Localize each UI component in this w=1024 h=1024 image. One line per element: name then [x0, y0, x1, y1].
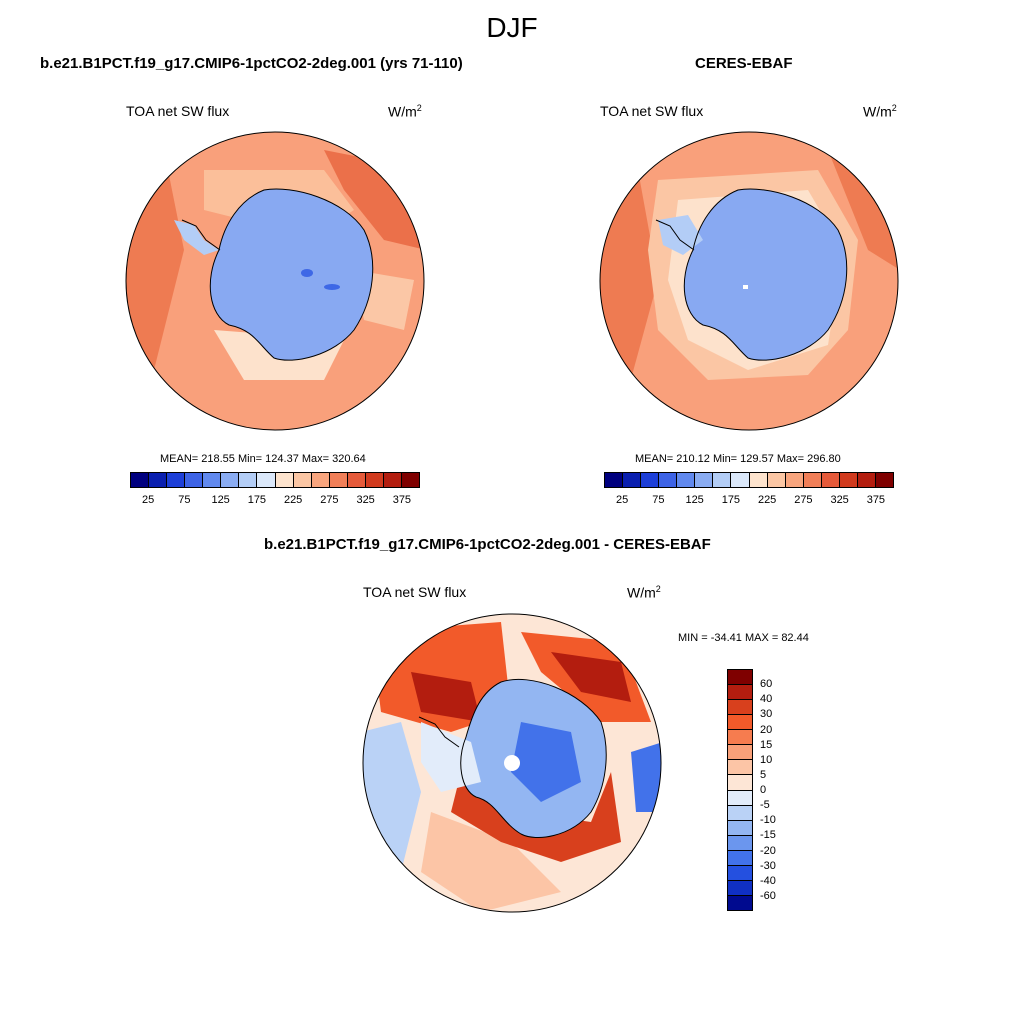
colorbar-swatch — [275, 473, 294, 487]
colorbar-tick-label: 275 — [794, 494, 813, 506]
colorbar-tick-label: 325 — [356, 494, 375, 506]
colorbar-tick-label: 125 — [685, 494, 704, 506]
colorbar-tick-label: -15 — [760, 829, 776, 842]
colorbar-swatch — [821, 473, 840, 487]
colorbar-tick-label: 0 — [760, 784, 767, 796]
colorbar-swatch — [803, 473, 822, 487]
obs-units-label: W/m2 — [863, 103, 897, 120]
colorbar-tick-label: 30 — [760, 708, 773, 721]
colorbar-swatch — [728, 790, 752, 806]
colorbar-swatch — [713, 473, 732, 487]
colorbar-swatch — [623, 473, 642, 487]
colorbar-swatch — [695, 473, 714, 487]
colorbar-tick-label: 15 — [760, 738, 773, 751]
colorbar-tick-label: -10 — [760, 814, 776, 827]
colorbar-swatch — [185, 473, 204, 487]
diff-panel-title: b.e21.B1PCT.f19_g17.CMIP6-1pctCO2-2deg.0… — [264, 536, 711, 553]
colorbar-tick-label: 25 — [616, 494, 629, 506]
colorbar-tick-label: 375 — [866, 494, 886, 506]
obs-colorbar — [604, 472, 894, 488]
colorbar-tick-label: 25 — [142, 494, 155, 506]
colorbar-swatch — [857, 473, 876, 487]
colorbar-swatch — [293, 473, 312, 487]
colorbar-tick-label: 5 — [760, 768, 767, 781]
colorbar-swatch — [311, 473, 330, 487]
diff-polar-map — [362, 613, 662, 913]
obs-polar-map — [599, 131, 899, 431]
colorbar-swatch — [728, 730, 752, 746]
diff-variable-label: TOA net SW flux — [363, 584, 467, 600]
colorbar-swatch — [383, 473, 402, 487]
colorbar-tick-label: 225 — [757, 494, 777, 506]
colorbar-swatch — [659, 473, 678, 487]
model-polar-map — [125, 131, 425, 431]
colorbar-swatch — [365, 473, 384, 487]
colorbar-swatch — [728, 685, 752, 701]
colorbar-swatch — [149, 473, 168, 487]
colorbar-swatch — [605, 473, 624, 487]
colorbar-tick-label: 125 — [211, 494, 230, 506]
colorbar-tick-label: -30 — [760, 859, 776, 872]
colorbar-swatch — [347, 473, 366, 487]
colorbar-swatch — [728, 835, 752, 851]
colorbar-tick-label: 75 — [178, 494, 191, 506]
colorbar-swatch — [731, 473, 750, 487]
colorbar-swatch — [677, 473, 696, 487]
colorbar-tick-label: 60 — [760, 678, 773, 691]
colorbar-swatch — [401, 473, 419, 487]
obs-panel-title: CERES-EBAF — [695, 55, 793, 72]
colorbar-swatch — [728, 715, 752, 731]
colorbar-swatch — [131, 473, 150, 487]
colorbar-swatch — [728, 670, 752, 686]
colorbar-swatch — [221, 473, 240, 487]
model-variable-label: TOA net SW flux — [126, 103, 230, 119]
colorbar-tick-label: 75 — [652, 494, 665, 506]
colorbar-swatch — [203, 473, 222, 487]
colorbar-tick-label: 375 — [392, 494, 412, 506]
colorbar-swatch — [728, 745, 752, 761]
colorbar-tick-label: 20 — [760, 723, 773, 736]
colorbar-swatch — [875, 473, 893, 487]
colorbar-swatch — [641, 473, 660, 487]
diff-units-label: W/m2 — [627, 584, 661, 601]
colorbar-tick-label: 175 — [247, 494, 267, 506]
colorbar-tick-label: 40 — [760, 693, 773, 706]
colorbar-swatch — [749, 473, 768, 487]
colorbar-swatch — [728, 700, 752, 716]
colorbar-swatch — [839, 473, 858, 487]
colorbar-swatch — [767, 473, 786, 487]
model-stats: MEAN= 218.55 Min= 124.37 Max= 320.64 — [160, 453, 366, 465]
colorbar-tick-label: 175 — [721, 494, 741, 506]
colorbar-tick-label: 225 — [283, 494, 303, 506]
colorbar-tick-label: 325 — [830, 494, 849, 506]
colorbar-swatch — [728, 805, 752, 821]
season-title: DJF — [486, 12, 538, 43]
colorbar-tick-label: -40 — [760, 874, 776, 887]
obs-variable-label: TOA net SW flux — [600, 103, 704, 119]
colorbar-swatch — [728, 850, 752, 866]
model-colorbar — [130, 472, 420, 488]
colorbar-swatch — [728, 760, 752, 776]
model-panel-title: b.e21.B1PCT.f19_g17.CMIP6-1pctCO2-2deg.0… — [40, 55, 463, 72]
diff-stats: MIN = -34.41 MAX = 82.44 — [678, 632, 809, 644]
colorbar-tick-label: -20 — [760, 844, 776, 857]
model-units-label: W/m2 — [388, 103, 422, 120]
colorbar-tick-label: -5 — [760, 799, 770, 812]
colorbar-swatch — [257, 473, 276, 487]
diff-colorbar — [727, 669, 753, 911]
colorbar-swatch — [728, 880, 752, 896]
colorbar-swatch — [728, 895, 752, 910]
colorbar-swatch — [728, 775, 752, 791]
colorbar-tick-label: 275 — [320, 494, 339, 506]
obs-stats: MEAN= 210.12 Min= 129.57 Max= 296.80 — [635, 453, 841, 465]
colorbar-tick-label: 10 — [760, 753, 773, 766]
colorbar-swatch — [785, 473, 804, 487]
colorbar-swatch — [728, 865, 752, 881]
colorbar-swatch — [329, 473, 348, 487]
colorbar-swatch — [167, 473, 186, 487]
colorbar-tick-label: -60 — [760, 889, 776, 902]
colorbar-swatch — [239, 473, 258, 487]
colorbar-swatch — [728, 820, 752, 836]
